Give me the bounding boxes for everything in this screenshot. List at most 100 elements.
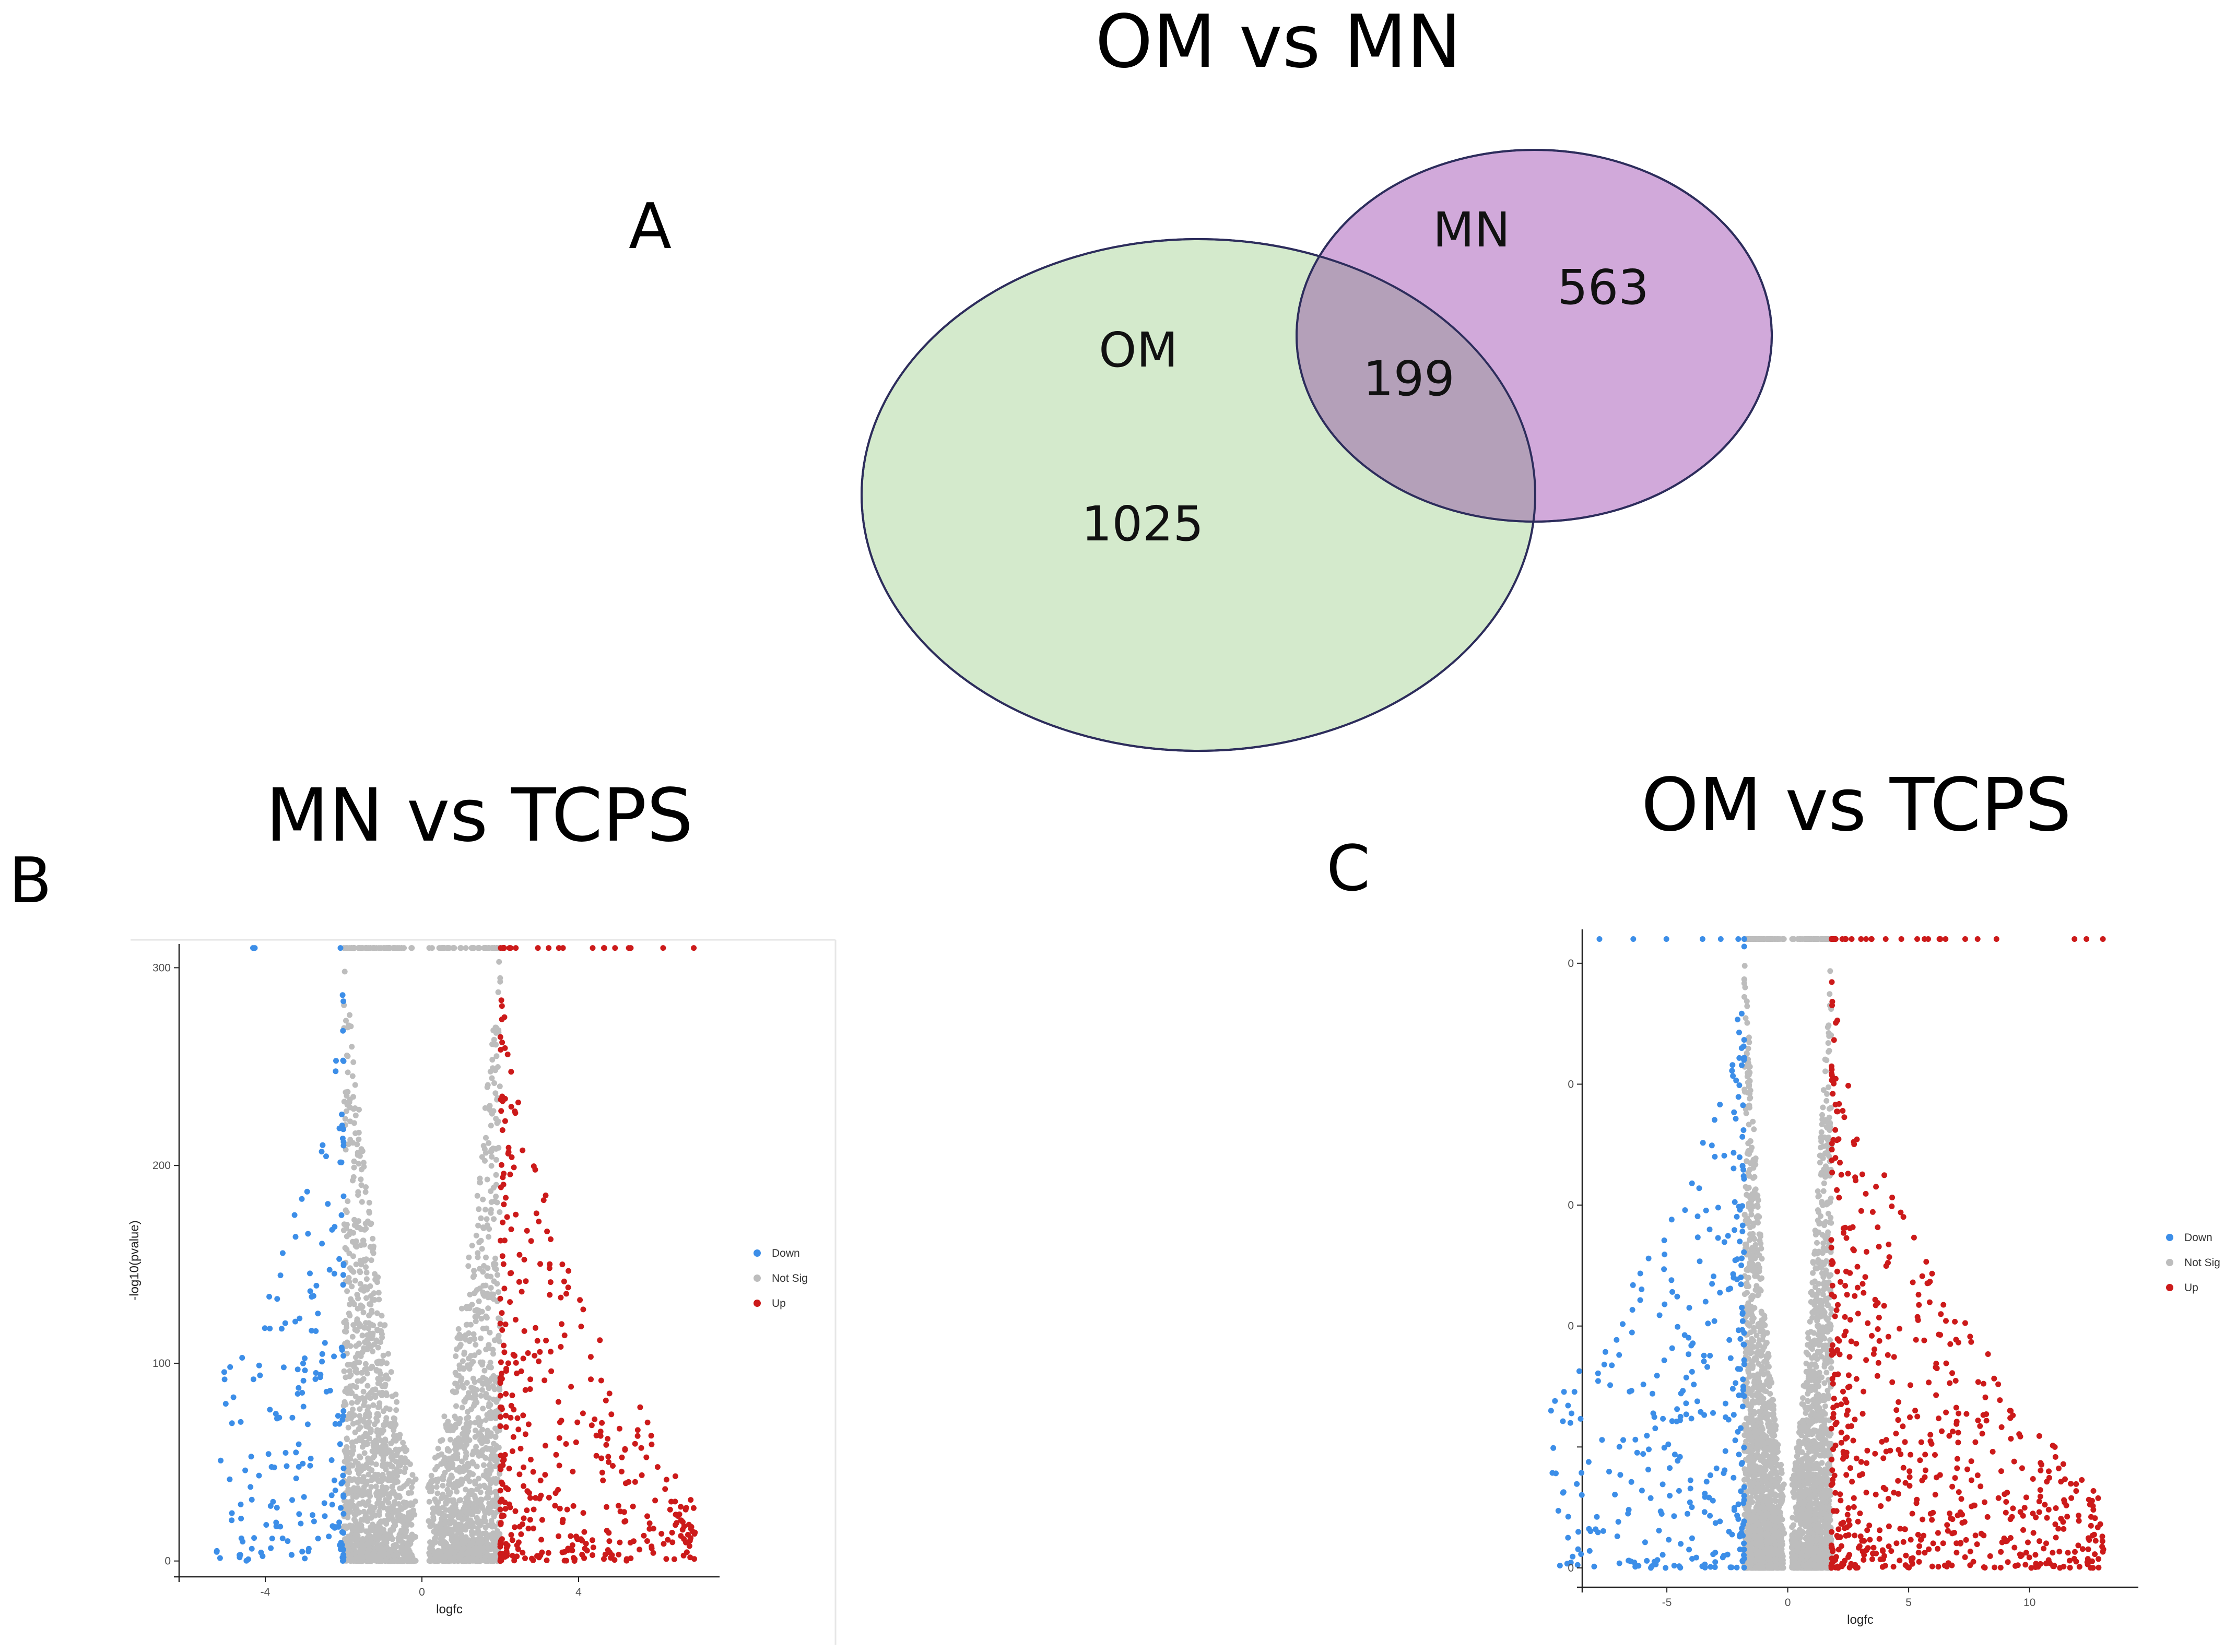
data-point — [646, 1520, 653, 1526]
data-point — [685, 1531, 691, 1538]
data-point — [452, 1481, 458, 1487]
data-point — [368, 1509, 374, 1515]
data-point — [499, 1479, 504, 1485]
data-point — [277, 1524, 284, 1530]
data-point — [277, 1272, 284, 1279]
data-point — [370, 1552, 375, 1558]
data-point — [289, 1414, 296, 1421]
data-point — [391, 1415, 397, 1421]
data-point — [502, 1506, 509, 1512]
data-point — [512, 1524, 518, 1530]
data-point — [451, 1558, 457, 1564]
data-point — [242, 1467, 249, 1473]
data-point — [357, 1437, 363, 1444]
data-point — [256, 1472, 262, 1479]
data-point — [489, 1075, 495, 1081]
data-point — [370, 945, 376, 951]
data-point — [497, 1209, 503, 1215]
data-point — [504, 1052, 511, 1057]
data-point — [508, 945, 514, 951]
data-point — [502, 1500, 508, 1506]
data-point — [491, 1216, 497, 1222]
data-point — [342, 1328, 348, 1335]
data-point — [498, 1359, 504, 1365]
data-point — [366, 1471, 372, 1478]
data-point — [356, 1453, 362, 1459]
data-point — [516, 1471, 523, 1478]
data-point — [354, 1420, 360, 1426]
data-point — [497, 978, 503, 985]
data-point — [443, 1422, 449, 1428]
data-point — [363, 1366, 370, 1372]
data-point — [498, 1108, 504, 1114]
data-point — [402, 1504, 408, 1510]
data-point — [396, 1511, 402, 1517]
data-point — [383, 1521, 390, 1527]
data-point — [393, 1391, 399, 1398]
data-point — [354, 1328, 360, 1334]
data-point — [499, 1093, 505, 1100]
data-point — [473, 1342, 479, 1348]
data-point — [221, 1376, 228, 1383]
data-point — [333, 1068, 339, 1075]
data-point — [1820, 1087, 1827, 1093]
data-point — [509, 1154, 515, 1160]
data-point — [443, 1507, 449, 1513]
data-point — [496, 1338, 502, 1344]
data-point — [479, 1246, 485, 1252]
data-point — [604, 1504, 609, 1510]
data-point — [1741, 994, 1747, 1000]
data-point — [466, 1330, 472, 1336]
data-point — [559, 1519, 566, 1526]
data-point — [440, 1474, 446, 1481]
data-point — [491, 1278, 497, 1284]
data-point — [618, 1468, 625, 1474]
data-point — [514, 1553, 520, 1560]
data-point — [409, 1531, 415, 1538]
data-point — [535, 945, 541, 951]
data-point — [478, 1215, 484, 1221]
data-point — [521, 1483, 527, 1489]
data-point — [559, 1549, 566, 1555]
data-point — [472, 1290, 477, 1296]
data-point — [536, 1554, 542, 1561]
data-point — [315, 1536, 321, 1542]
data-point — [590, 945, 596, 951]
data-point — [588, 1376, 594, 1383]
data-point — [465, 1473, 471, 1480]
data-point — [682, 1506, 689, 1513]
data-point — [342, 1388, 348, 1395]
data-point — [503, 1424, 509, 1430]
data-point — [617, 1539, 623, 1545]
data-point — [364, 1558, 371, 1564]
data-point — [524, 1228, 530, 1234]
data-point — [385, 1376, 391, 1382]
data-point — [437, 1556, 443, 1562]
data-point — [453, 1501, 458, 1507]
data-point — [355, 1460, 361, 1467]
data-point — [336, 1256, 343, 1262]
data-point — [340, 1272, 346, 1278]
data-point — [488, 1188, 494, 1194]
data-point — [433, 1484, 440, 1490]
x-tick-label: 4 — [575, 1586, 582, 1598]
data-point — [354, 1537, 360, 1543]
data-point — [435, 1499, 441, 1505]
data-point — [524, 1488, 531, 1494]
data-point — [325, 1201, 331, 1207]
data-point — [470, 1536, 476, 1542]
data-point — [332, 1525, 338, 1531]
data-point — [493, 1194, 499, 1199]
data-point — [486, 1342, 492, 1348]
data-point — [249, 1496, 255, 1503]
venn-om-outline — [861, 238, 1536, 752]
data-point — [678, 1533, 684, 1539]
legend-swatch — [754, 1275, 761, 1282]
data-point — [406, 1558, 413, 1564]
data-point — [504, 1553, 510, 1559]
data-point — [484, 1495, 490, 1501]
data-point — [548, 1368, 555, 1374]
data-point — [525, 1421, 532, 1427]
data-point — [449, 1474, 455, 1480]
data-point — [474, 1193, 480, 1199]
